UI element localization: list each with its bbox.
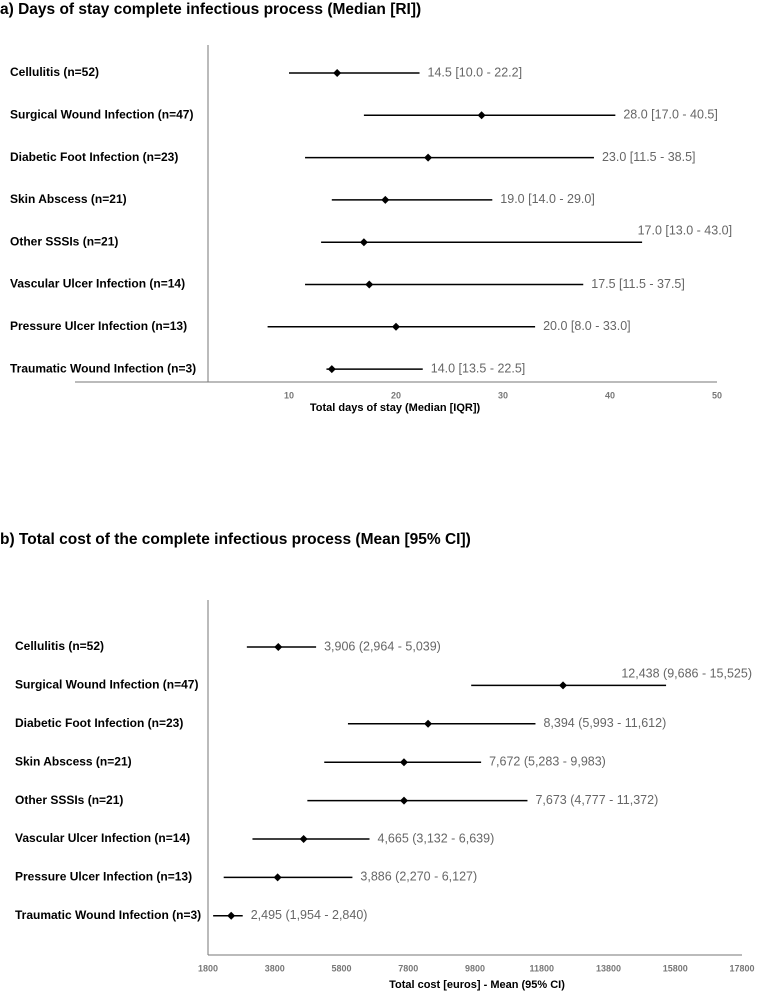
value-label: 17.5 [11.5 - 37.5] bbox=[591, 277, 685, 291]
value-label: 23.0 [11.5 - 38.5] bbox=[602, 150, 696, 164]
estimate-marker bbox=[273, 873, 282, 882]
x-tick-label: 17800 bbox=[729, 963, 754, 973]
estimate-marker bbox=[227, 911, 236, 920]
x-tick-label: 30 bbox=[498, 390, 508, 400]
category-label: Other SSSIs (n=21) bbox=[10, 234, 118, 248]
estimate-marker bbox=[327, 365, 336, 374]
value-label: 4,665 (3,132 - 6,639) bbox=[378, 831, 495, 845]
category-label: Skin Abscess (n=21) bbox=[10, 192, 127, 206]
category-label: Skin Abscess (n=21) bbox=[15, 754, 132, 768]
value-label: 7,673 (4,777 - 11,372) bbox=[535, 793, 658, 807]
category-label: Traumatic Wound Infection (n=3) bbox=[15, 908, 201, 922]
estimate-marker bbox=[333, 69, 342, 77]
category-label: Cellulitis (n=52) bbox=[15, 639, 104, 653]
category-label: Other SSSIs (n=21) bbox=[15, 793, 123, 807]
category-label: Cellulitis (n=52) bbox=[10, 65, 99, 79]
category-label: Surgical Wound Infection (n=47) bbox=[10, 107, 193, 121]
x-axis-title: Total days of stay (Median [IQR]) bbox=[310, 402, 481, 414]
estimate-marker bbox=[359, 238, 368, 247]
chart-title: b) Total cost of the complete infectious… bbox=[0, 531, 471, 548]
estimate-marker bbox=[274, 643, 283, 651]
value-label: 20.0 [8.0 - 33.0] bbox=[543, 319, 631, 333]
estimate-marker bbox=[365, 280, 374, 289]
x-tick-label: 7800 bbox=[398, 963, 418, 973]
value-label: 7,672 (5,283 - 9,983) bbox=[489, 754, 606, 768]
category-label: Diabetic Foot Infection (n=23) bbox=[15, 716, 183, 730]
x-tick-label: 20 bbox=[391, 390, 401, 400]
estimate-marker bbox=[392, 322, 400, 331]
value-label: 19.0 [14.0 - 29.0] bbox=[500, 192, 595, 206]
value-label: 2,495 (1,954 - 2,840) bbox=[251, 908, 368, 922]
category-label: Pressure Ulcer Infection (n=13) bbox=[10, 319, 187, 333]
category-label: Vascular Ulcer Infection (n=14) bbox=[10, 277, 185, 291]
value-label: 14.5 [10.0 - 22.2] bbox=[428, 65, 523, 79]
x-tick-label: 11800 bbox=[529, 963, 554, 973]
value-label: 28.0 [17.0 - 40.5] bbox=[623, 108, 718, 122]
value-label: 14.0 [13.5 - 22.5] bbox=[431, 361, 526, 375]
x-tick-label: 50 bbox=[712, 390, 722, 400]
chart-title: a) Days of stay complete infectious proc… bbox=[0, 1, 421, 18]
category-label: Vascular Ulcer Infection (n=14) bbox=[15, 831, 190, 845]
estimate-marker bbox=[424, 153, 433, 162]
value-label: 3,886 (2,270 - 6,127) bbox=[360, 870, 477, 884]
value-label: 17.0 [13.0 - 43.0] bbox=[638, 223, 733, 237]
estimate-marker bbox=[424, 719, 433, 728]
estimate-marker bbox=[399, 758, 408, 767]
estimate-marker bbox=[400, 796, 409, 805]
estimate-marker bbox=[559, 681, 568, 690]
x-tick-label: 3800 bbox=[265, 963, 285, 973]
x-tick-label: 9800 bbox=[465, 963, 485, 973]
x-tick-label: 10 bbox=[284, 390, 294, 400]
value-label: 12,438 (9,686 - 15,525) bbox=[621, 667, 752, 681]
value-label: 8,394 (5,993 - 11,612) bbox=[543, 716, 666, 730]
category-label: Traumatic Wound Infection (n=3) bbox=[10, 361, 196, 375]
category-label: Surgical Wound Infection (n=47) bbox=[15, 678, 198, 692]
estimate-marker bbox=[299, 835, 308, 843]
estimate-marker bbox=[477, 111, 486, 120]
category-label: Pressure Ulcer Infection (n=13) bbox=[15, 870, 192, 884]
estimate-marker bbox=[381, 195, 390, 204]
category-label: Diabetic Foot Infection (n=23) bbox=[10, 150, 178, 164]
x-tick-label: 1800 bbox=[198, 963, 218, 973]
x-tick-label: 15800 bbox=[663, 963, 688, 973]
x-tick-label: 40 bbox=[605, 390, 615, 400]
x-axis-title: Total cost [euros] - Mean (95% CI) bbox=[389, 979, 565, 991]
value-label: 3,906 (2,964 - 5,039) bbox=[324, 639, 441, 653]
x-tick-label: 5800 bbox=[331, 963, 351, 973]
x-tick-label: 13800 bbox=[596, 963, 621, 973]
